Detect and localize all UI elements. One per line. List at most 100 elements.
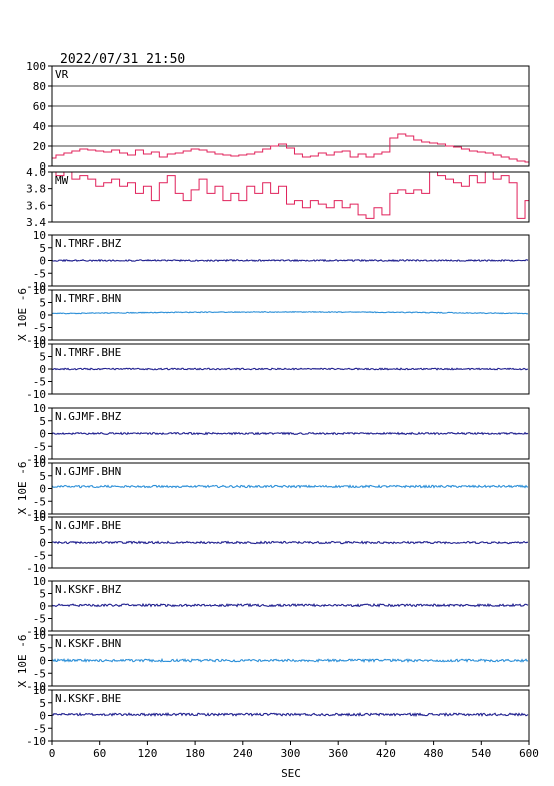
panel-label: N.TMRF.BHZ	[55, 237, 122, 250]
panel-label: N.KSKF.BHZ	[55, 583, 122, 596]
series-line	[51, 258, 529, 263]
y-tick-label: 0	[39, 710, 46, 723]
y-tick-label: 10	[33, 684, 46, 697]
y-tick-label: 3.6	[26, 199, 46, 212]
y-tick-label: 4.0	[26, 166, 46, 179]
panel-frame	[51, 580, 530, 632]
x-tick-label: 300	[281, 747, 301, 760]
x-tick-label: 240	[233, 747, 253, 760]
x-tick-label: 480	[424, 747, 444, 760]
y-tick-label: -5	[33, 495, 46, 508]
y-tick-label: 0	[39, 655, 46, 668]
y-tick-label: -5	[33, 322, 46, 335]
panel-frame	[51, 171, 530, 223]
x-tick-label: 420	[376, 747, 396, 760]
y-tick-label: -10	[26, 680, 46, 693]
y-tick-label: 10	[33, 338, 46, 351]
y-tick-label: 5	[39, 524, 46, 537]
panel-frame	[51, 462, 530, 515]
y-axis-unit-label: X 10E -6	[16, 462, 29, 515]
y-tick-label: 40	[33, 120, 46, 133]
y-tick-label: -10	[26, 625, 46, 638]
y-tick-label: -5	[33, 613, 46, 626]
x-axis-label: SEC	[281, 767, 301, 780]
panel-frame	[51, 65, 530, 167]
x-tick-label: 360	[328, 747, 348, 760]
x-tick-label: 60	[93, 747, 106, 760]
y-tick-label: 20	[33, 140, 46, 153]
y-tick-label: 10	[33, 457, 46, 470]
y-tick-label: -10	[26, 280, 46, 293]
header-datetime: 2022/07/31 21:50	[60, 52, 185, 67]
series-line	[51, 712, 529, 717]
panel-label: N.GJMF.BHE	[55, 519, 121, 532]
panel-mw: 4.0 3.8 3.6 3.4 MW	[26, 166, 530, 229]
y-tick-label: 10	[33, 229, 46, 242]
panel-frame	[51, 234, 530, 287]
y-tick-label: 5	[39, 642, 46, 655]
panel-label: MW	[55, 174, 69, 187]
y-tick-label: 5	[39, 697, 46, 710]
y-tick-label: -10	[26, 735, 46, 748]
y-tick-label: 3.4	[26, 216, 46, 229]
y-tick-label: -5	[33, 376, 46, 389]
y-tick-label: 0	[39, 537, 46, 550]
y-tick-label: 3.8	[26, 183, 46, 196]
y-tick-label: 10	[33, 511, 46, 524]
y-tick-label: 5	[39, 415, 46, 428]
y-tick-label: 100	[26, 60, 46, 73]
panel-frame	[51, 516, 530, 569]
y-tick-label: 0	[39, 363, 46, 376]
y-tick-label: -5	[33, 549, 46, 562]
y-tick-label: -10	[26, 334, 46, 347]
y-tick-label: 10	[33, 402, 46, 415]
panel-frame	[51, 289, 530, 341]
y-tick-label: -10	[26, 562, 46, 575]
panel-label: N.TMRF.BHE	[55, 346, 121, 359]
series-line	[51, 602, 529, 608]
y-tick-label: 0	[39, 255, 46, 268]
panels: 100806040200VR4.03.83.63.4MW1050-5-10N.T…	[16, 60, 530, 748]
panel-frame	[51, 407, 530, 460]
y-tick-label: 80	[33, 80, 46, 93]
y-axis-unit-label: X 10E -6	[16, 288, 29, 341]
y-tick-label: 5	[39, 242, 46, 255]
series-line	[51, 540, 529, 545]
y-tick-label: 0	[39, 483, 46, 496]
x-tick-label: 540	[471, 747, 491, 760]
y-tick-label: 0	[39, 160, 46, 173]
y-tick-label: 5	[39, 297, 46, 310]
panel-frame	[51, 343, 530, 395]
y-tick-label: -5	[33, 667, 46, 680]
y-tick-label: 5	[39, 470, 46, 483]
y-tick-label: 10	[33, 575, 46, 588]
panel-label: N.KSKF.BHN	[55, 637, 121, 650]
series-line	[51, 657, 529, 664]
y-tick-label: 60	[33, 100, 46, 113]
y-tick-label: -5	[33, 722, 46, 735]
y-tick-label: -10	[26, 508, 46, 521]
x-tick-label: 600	[519, 747, 539, 760]
panel-frame	[51, 634, 530, 687]
y-tick-label: 5	[39, 588, 46, 601]
panel-label: N.KSKF.BHE	[55, 692, 121, 705]
x-tick-label: 180	[185, 747, 205, 760]
y-axis-unit-label: X 10E -6	[16, 635, 29, 688]
y-tick-label: 10	[33, 629, 46, 642]
y-tick-label: -10	[26, 388, 46, 401]
y-tick-label: -5	[33, 267, 46, 280]
series-line	[51, 431, 529, 436]
series-line	[51, 310, 529, 315]
y-tick-label: 5	[39, 351, 46, 364]
panel-label: VR	[55, 68, 69, 81]
y-tick-label: 10	[33, 284, 46, 297]
